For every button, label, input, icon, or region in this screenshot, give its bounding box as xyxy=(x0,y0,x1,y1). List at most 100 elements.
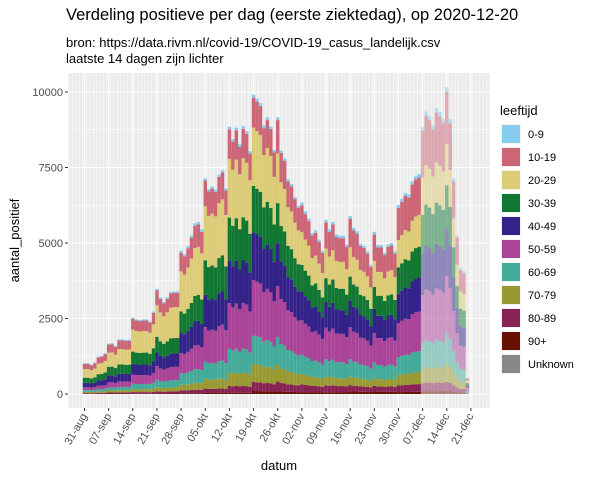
bar-segment-40-49 xyxy=(158,355,163,369)
bar-segment-60-69 xyxy=(182,373,187,385)
bar-segment-0-9 xyxy=(420,126,425,131)
bar-segment-0-9 xyxy=(148,321,152,323)
bar-segment-10-19 xyxy=(424,115,428,166)
bar-segment-70-79 xyxy=(275,364,280,382)
bar-segment-40-49 xyxy=(244,262,249,305)
bar-segment-30-39 xyxy=(351,284,356,307)
bar-segment-30-39 xyxy=(420,214,425,254)
bar-segment-90+ xyxy=(448,391,452,394)
legend-title: leeftijd xyxy=(500,103,538,118)
bar-segment-70-79 xyxy=(434,366,439,383)
bar-segment-80-89 xyxy=(134,392,139,394)
bar-segment-30-39 xyxy=(200,299,204,325)
bar-segment-10-19 xyxy=(117,340,121,350)
bar-segment-20-29 xyxy=(427,168,432,208)
bar-segment-20-29 xyxy=(313,255,318,284)
bar-segment-20-29 xyxy=(279,182,283,227)
bar-segment-50-59 xyxy=(403,318,408,355)
x-tick-label: 05-okt xyxy=(185,412,211,444)
bar-segment-90+ xyxy=(117,393,121,394)
bar-segment-30-39 xyxy=(165,341,170,356)
bar-segment-30-39 xyxy=(265,201,270,245)
bar-segment-0-9 xyxy=(300,202,304,206)
bar-segment-60-69 xyxy=(289,350,294,372)
bar-segment-60-69 xyxy=(158,380,163,388)
bar-segment-50-59 xyxy=(244,304,249,350)
bar-segment-80-89 xyxy=(317,386,321,393)
bar-segment-50-59 xyxy=(255,281,259,337)
bar-segment-20-29 xyxy=(448,170,452,208)
bar-segment-40-49 xyxy=(162,357,166,370)
bar-segment-80-89 xyxy=(462,389,466,393)
bar-segment-50-59 xyxy=(234,303,239,349)
bar-segment-10-19 xyxy=(462,273,466,295)
bar-segment-70-79 xyxy=(310,377,314,386)
bar-segment-0-9 xyxy=(372,231,377,235)
bar-segment-90+ xyxy=(203,392,208,394)
bar-segment-80-89 xyxy=(155,391,159,394)
bar-segment-30-39 xyxy=(296,264,301,292)
bar-segment-80-89 xyxy=(217,388,221,393)
bar-segment-30-39 xyxy=(313,283,318,307)
bar-segment-80-89 xyxy=(231,386,235,393)
bar-segment-70-79 xyxy=(451,372,456,386)
bar-segment-60-69 xyxy=(348,359,352,377)
bar-segment-20-29 xyxy=(275,153,280,204)
bar-segment-30-39 xyxy=(106,366,111,376)
bar-segment-0-9 xyxy=(144,319,149,321)
bar-segment-60-69 xyxy=(286,349,290,372)
bar-segment-0-9 xyxy=(269,126,273,130)
bar-segment-40-49 xyxy=(320,317,325,339)
bar-segment-30-39 xyxy=(448,207,452,246)
bar-segment-90+ xyxy=(255,391,259,394)
bar-segment-70-79 xyxy=(238,374,242,387)
bar-segment-50-59 xyxy=(210,329,214,363)
y-axis: 0 2500 5000 7500 10000 xyxy=(32,87,68,401)
bar-segment-20-29 xyxy=(372,261,377,287)
bar-segment-40-49 xyxy=(220,291,225,325)
bar-segment-40-49 xyxy=(155,352,159,367)
bar-segment-30-39 xyxy=(248,233,252,273)
bar-segment-50-59 xyxy=(327,331,332,362)
bar-segment-50-59 xyxy=(248,311,252,353)
bar-segment-20-29 xyxy=(100,363,104,374)
bar-segment-20-29 xyxy=(238,174,242,230)
bar-segment-80-89 xyxy=(324,385,328,393)
bar-segment-80-89 xyxy=(293,385,297,393)
bar-segment-80-89 xyxy=(100,392,104,394)
bar-segment-30-39 xyxy=(410,251,415,282)
bar-segment-10-19 xyxy=(441,123,446,172)
bar-segment-90+ xyxy=(238,392,242,394)
x-tick-label: 07-sep xyxy=(87,412,114,447)
bar-segment-40-49 xyxy=(175,353,180,367)
bar-segment-30-39 xyxy=(310,285,314,308)
bar-segment-70-79 xyxy=(131,389,135,393)
bar-segment-60-69 xyxy=(372,362,377,378)
bar-segment-90+ xyxy=(389,391,394,394)
bar-segment-30-39 xyxy=(96,374,101,381)
bar-segment-60-69 xyxy=(341,362,346,379)
bar-segment-70-79 xyxy=(431,368,435,384)
legend-label: 30-39 xyxy=(528,198,556,210)
bar-segment-60-69 xyxy=(248,352,252,375)
bar-segment-10-19 xyxy=(100,356,104,364)
bar-segment-80-89 xyxy=(331,385,335,393)
bar-segment-10-19 xyxy=(455,237,459,265)
bar-segment-10-19 xyxy=(351,230,356,257)
bar-segment-50-59 xyxy=(117,381,121,387)
bar-segment-30-39 xyxy=(434,202,439,245)
bar-segment-70-79 xyxy=(445,363,449,382)
bar-segment-80-89 xyxy=(334,386,339,393)
chart-subtitle-source: bron: https://data.rivm.nl/covid-19/COVI… xyxy=(66,35,441,50)
bar-segment-60-69 xyxy=(258,337,263,365)
bar-segment-20-29 xyxy=(96,363,101,375)
bar-segment-20-29 xyxy=(179,271,183,312)
bar-segment-30-39 xyxy=(175,338,180,354)
bar-segment-80-89 xyxy=(148,392,152,394)
bar-segment-20-29 xyxy=(303,239,308,271)
bar-segment-10-19 xyxy=(338,238,342,262)
bar-segment-20-29 xyxy=(131,329,135,352)
bar-segment-40-49 xyxy=(137,364,142,376)
bar-segment-70-79 xyxy=(251,364,256,383)
bar-segment-50-59 xyxy=(203,327,208,362)
